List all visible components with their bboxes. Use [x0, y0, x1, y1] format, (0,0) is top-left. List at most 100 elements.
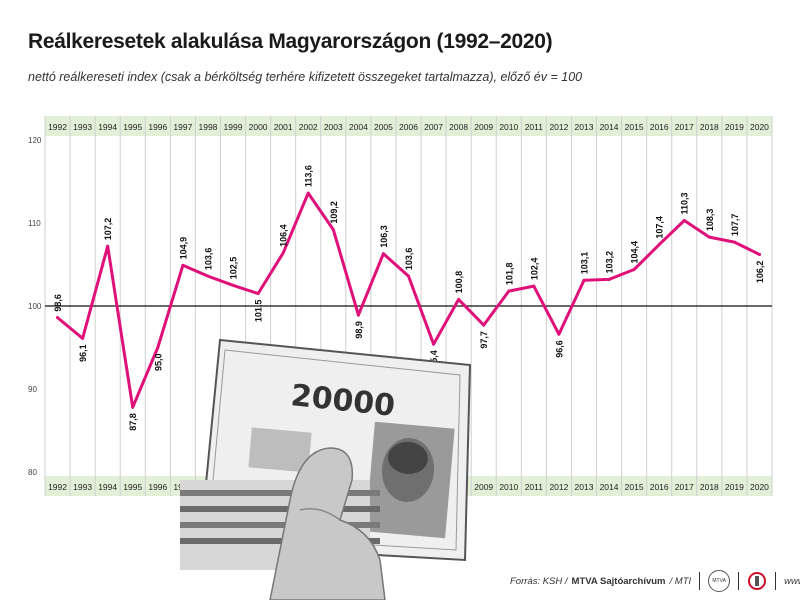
- x-tick-label-bottom: 1994: [98, 482, 117, 492]
- x-tick-label-bottom: 2017: [675, 482, 694, 492]
- data-label: 109,2: [329, 201, 339, 224]
- data-label: 103,2: [605, 251, 615, 274]
- x-tick-label-top: 2018: [700, 122, 719, 132]
- x-tick-label-top: 2005: [374, 122, 393, 132]
- data-label: 96,1: [78, 344, 88, 362]
- data-point: [381, 252, 385, 256]
- chart-subtitle: nettó reálkereseti index (csak a bérkölt…: [28, 70, 583, 84]
- data-label: 103,6: [404, 248, 414, 271]
- y-tick-label: 110: [28, 219, 41, 228]
- y-tick-label: 100: [28, 302, 42, 311]
- data-point: [407, 274, 410, 278]
- x-tick-label-top: 2017: [675, 122, 694, 132]
- x-tick-label-bottom: 2013: [575, 482, 594, 492]
- data-point: [81, 336, 85, 340]
- x-tick-label-bottom: 2012: [549, 482, 568, 492]
- y-tick-label: 120: [28, 136, 42, 145]
- year-band-top: [45, 116, 772, 136]
- x-tick-label-top: 1994: [98, 122, 117, 132]
- data-point: [106, 244, 110, 248]
- x-tick-label-top: 2011: [525, 122, 544, 132]
- data-point: [632, 267, 636, 271]
- data-point: [682, 219, 686, 223]
- x-tick-label-bottom: 2010: [499, 482, 518, 492]
- data-label: 104,4: [630, 241, 640, 264]
- x-tick-label-bottom: 1992: [48, 482, 67, 492]
- data-label: 95,0: [153, 354, 163, 372]
- data-point: [732, 240, 736, 244]
- footer-divider: [775, 572, 777, 590]
- data-label: 106,3: [379, 225, 389, 248]
- x-tick-label-top: 2013: [575, 122, 594, 132]
- x-tick-label-top: 2019: [725, 122, 744, 132]
- x-tick-label-top: 1993: [73, 122, 92, 132]
- data-label: 104,9: [178, 237, 188, 260]
- y-tick-label: 80: [28, 468, 37, 477]
- footer-divider: [699, 572, 701, 590]
- data-label: 108,3: [705, 209, 715, 232]
- x-tick-label-top: 2012: [549, 122, 568, 132]
- data-point: [331, 228, 335, 232]
- data-point: [507, 289, 511, 293]
- x-tick-label-bottom: 2015: [625, 482, 644, 492]
- data-point: [256, 292, 260, 296]
- data-label: 101,5: [254, 300, 264, 323]
- x-tick-label-top: 2004: [349, 122, 368, 132]
- x-tick-label-top: 2000: [249, 122, 268, 132]
- data-label: 107,4: [655, 216, 665, 239]
- hand-image: [269, 447, 386, 600]
- data-point: [432, 342, 436, 346]
- data-point: [181, 263, 185, 267]
- x-tick-label-top: 1999: [224, 122, 243, 132]
- source-suffix: / MTI: [669, 575, 692, 587]
- data-label: 107,7: [730, 214, 740, 237]
- data-label: 87,8: [128, 413, 138, 431]
- x-tick-label-top: 2008: [449, 122, 468, 132]
- data-point: [482, 323, 486, 327]
- data-label: 102,5: [229, 257, 239, 280]
- x-tick-label-bottom: 2018: [700, 482, 719, 492]
- data-label: 98,6: [53, 294, 63, 312]
- x-tick-label-top: 1992: [48, 122, 67, 132]
- data-point: [757, 253, 761, 257]
- data-label: 106,2: [755, 261, 765, 284]
- x-tick-label-top: 2007: [424, 122, 443, 132]
- data-point: [131, 405, 135, 409]
- data-point: [306, 191, 310, 195]
- x-tick-label-bottom: 2016: [650, 482, 669, 492]
- banknote-photo: 20000: [180, 338, 472, 600]
- x-tick-label-top: 2006: [399, 122, 418, 132]
- y-tick-label: 90: [28, 385, 37, 394]
- data-point: [707, 235, 711, 239]
- x-tick-label-bottom: 1996: [148, 482, 167, 492]
- x-tick-label-top: 2016: [650, 122, 669, 132]
- data-point: [657, 243, 661, 247]
- x-tick-label-top: 2010: [499, 122, 518, 132]
- x-tick-label-top: 1995: [123, 122, 142, 132]
- website-link[interactable]: www.mti.hu: [784, 575, 800, 587]
- x-tick-label-top: 2009: [474, 122, 493, 132]
- data-point: [281, 251, 285, 255]
- source-archive: MTVA Sajtóarchívum: [571, 575, 666, 587]
- data-point: [56, 316, 60, 320]
- data-label: 96,6: [554, 340, 564, 358]
- source-prefix: Forrás: KSH /: [510, 575, 568, 587]
- data-label: 106,4: [279, 224, 289, 247]
- data-label: 103,1: [579, 252, 589, 275]
- source-footer: Forrás: KSH / MTVA Sajtóarchívum / MTI M…: [510, 570, 800, 592]
- x-tick-label-bottom: 2020: [750, 482, 769, 492]
- data-point: [607, 277, 611, 281]
- data-label: 113,6: [304, 165, 314, 187]
- x-tick-label-top: 1997: [173, 122, 192, 132]
- data-point: [356, 313, 360, 317]
- x-tick-label-top: 2014: [600, 122, 619, 132]
- data-point: [156, 346, 160, 349]
- x-tick-label-bottom: 2019: [725, 482, 744, 492]
- data-point: [457, 297, 461, 301]
- data-label: 102,4: [529, 258, 539, 281]
- data-label: 100,8: [454, 271, 464, 294]
- x-tick-label-top: 2002: [299, 122, 318, 132]
- data-point: [532, 284, 536, 288]
- x-tick-label-bottom: 2011: [525, 482, 544, 492]
- data-label: 101,8: [504, 263, 514, 286]
